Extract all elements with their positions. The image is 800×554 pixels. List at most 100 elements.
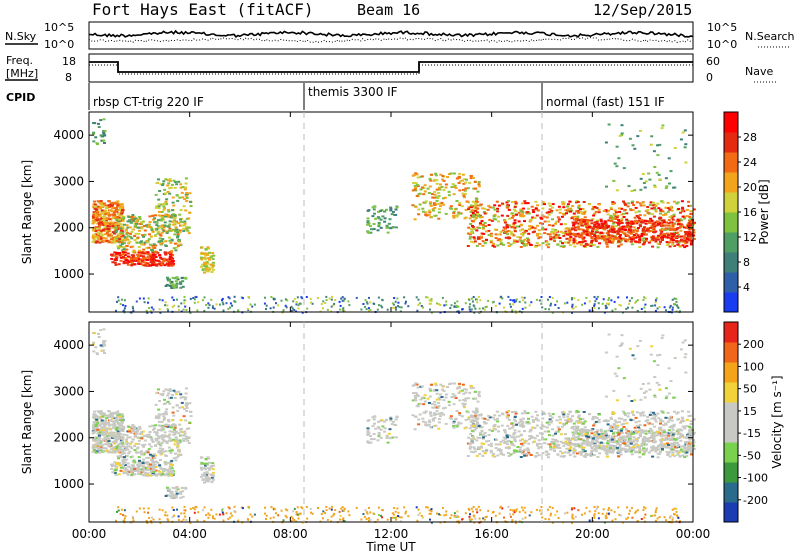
power-echo [541, 226, 545, 229]
velocity-echo [114, 434, 118, 437]
power-echo [414, 205, 418, 208]
power-echo [439, 205, 442, 208]
noise-tick-right-bottom: 10^0 [707, 38, 737, 51]
power-echo [593, 234, 597, 237]
power-echo [126, 263, 130, 266]
velocity-echo [579, 453, 583, 456]
power-echo [456, 213, 460, 216]
power-echo [109, 221, 113, 224]
power-echo [596, 227, 600, 230]
power-echo [657, 238, 661, 241]
power-echo [503, 219, 507, 222]
power-echo [147, 225, 151, 228]
power-echo [528, 225, 532, 228]
velocity-echo [117, 448, 121, 450]
velocity-echo [159, 429, 163, 432]
power-echo [203, 262, 207, 264]
power-echo [577, 219, 581, 222]
power-echo [102, 216, 106, 219]
power-echo [602, 298, 605, 301]
velocity-echo [141, 474, 145, 477]
velocity-echo [205, 479, 209, 482]
power-echo [603, 239, 607, 242]
power-echo [200, 246, 204, 249]
velocity-echo [168, 437, 172, 440]
power-echo [572, 232, 576, 235]
power-echo [667, 222, 671, 225]
power-echo [447, 194, 451, 197]
power-echo [547, 202, 551, 205]
velocity-echo [654, 446, 658, 449]
velocity-echo [168, 397, 172, 400]
power-echo [597, 302, 600, 305]
power-echo [640, 233, 644, 235]
power-echo [566, 233, 569, 236]
velocity-echo [113, 448, 117, 450]
power-echo [142, 297, 145, 300]
power-echo [137, 258, 141, 261]
velocity-echo [206, 480, 210, 483]
power-echo [660, 236, 663, 239]
power-echo [477, 183, 481, 186]
power-echo [129, 221, 133, 224]
velocity-echo [149, 469, 153, 472]
velocity-echo [419, 398, 423, 401]
velocity-echo [119, 469, 123, 472]
velocity-echo [437, 412, 441, 415]
velocity-echo [179, 491, 182, 494]
power-echo [290, 305, 293, 308]
velocity-echo [181, 406, 185, 409]
power-echo [149, 226, 153, 229]
power-echo [654, 204, 658, 207]
power-echo [284, 304, 287, 307]
power-echo [626, 220, 630, 222]
power-echo [617, 157, 621, 160]
velocity-echo [168, 472, 172, 475]
power-echo [550, 231, 554, 234]
power-echo [622, 200, 625, 203]
velocity-echo [94, 424, 98, 427]
power-echo [670, 209, 674, 212]
power-echo [625, 218, 629, 221]
power-echo [612, 216, 616, 219]
velocity-echo [155, 415, 159, 418]
power-echo [183, 222, 187, 225]
noise-tick-left-top: 10^5 [44, 21, 74, 34]
power-echo [154, 206, 158, 209]
power-echo [649, 143, 653, 146]
velocity-echo [455, 387, 459, 390]
power-echo [138, 222, 142, 225]
power-echo [126, 259, 130, 262]
power-echo [104, 223, 107, 226]
power-echo [607, 230, 611, 233]
power-echo [103, 202, 106, 205]
power-echo [596, 237, 600, 240]
power-echo [629, 225, 633, 228]
power-echo [480, 232, 484, 235]
velocity-echo [93, 332, 97, 335]
velocity-echo [131, 424, 135, 426]
velocity-echo [145, 473, 149, 476]
power-echo [160, 263, 164, 266]
velocity-echo [126, 445, 130, 448]
velocity-echo [513, 436, 517, 439]
power-echo [511, 299, 514, 302]
velocity-echo [591, 428, 595, 431]
power-echo [168, 258, 172, 261]
velocity-echo [464, 397, 468, 400]
velocity-echo [111, 464, 115, 467]
power-echo [648, 229, 652, 232]
power-echo [403, 296, 406, 299]
velocity-echo [130, 464, 134, 467]
velocity-echo [210, 481, 214, 483]
power-echo [372, 208, 376, 211]
velocity-echo [440, 396, 444, 398]
power-echo [309, 297, 312, 300]
power-echo [473, 237, 477, 240]
velocity-echo [622, 422, 626, 425]
power-echo [572, 241, 576, 243]
power-echo [140, 261, 144, 264]
velocity-echo [176, 409, 180, 412]
power-echo [425, 214, 429, 217]
velocity-echo [537, 454, 541, 457]
